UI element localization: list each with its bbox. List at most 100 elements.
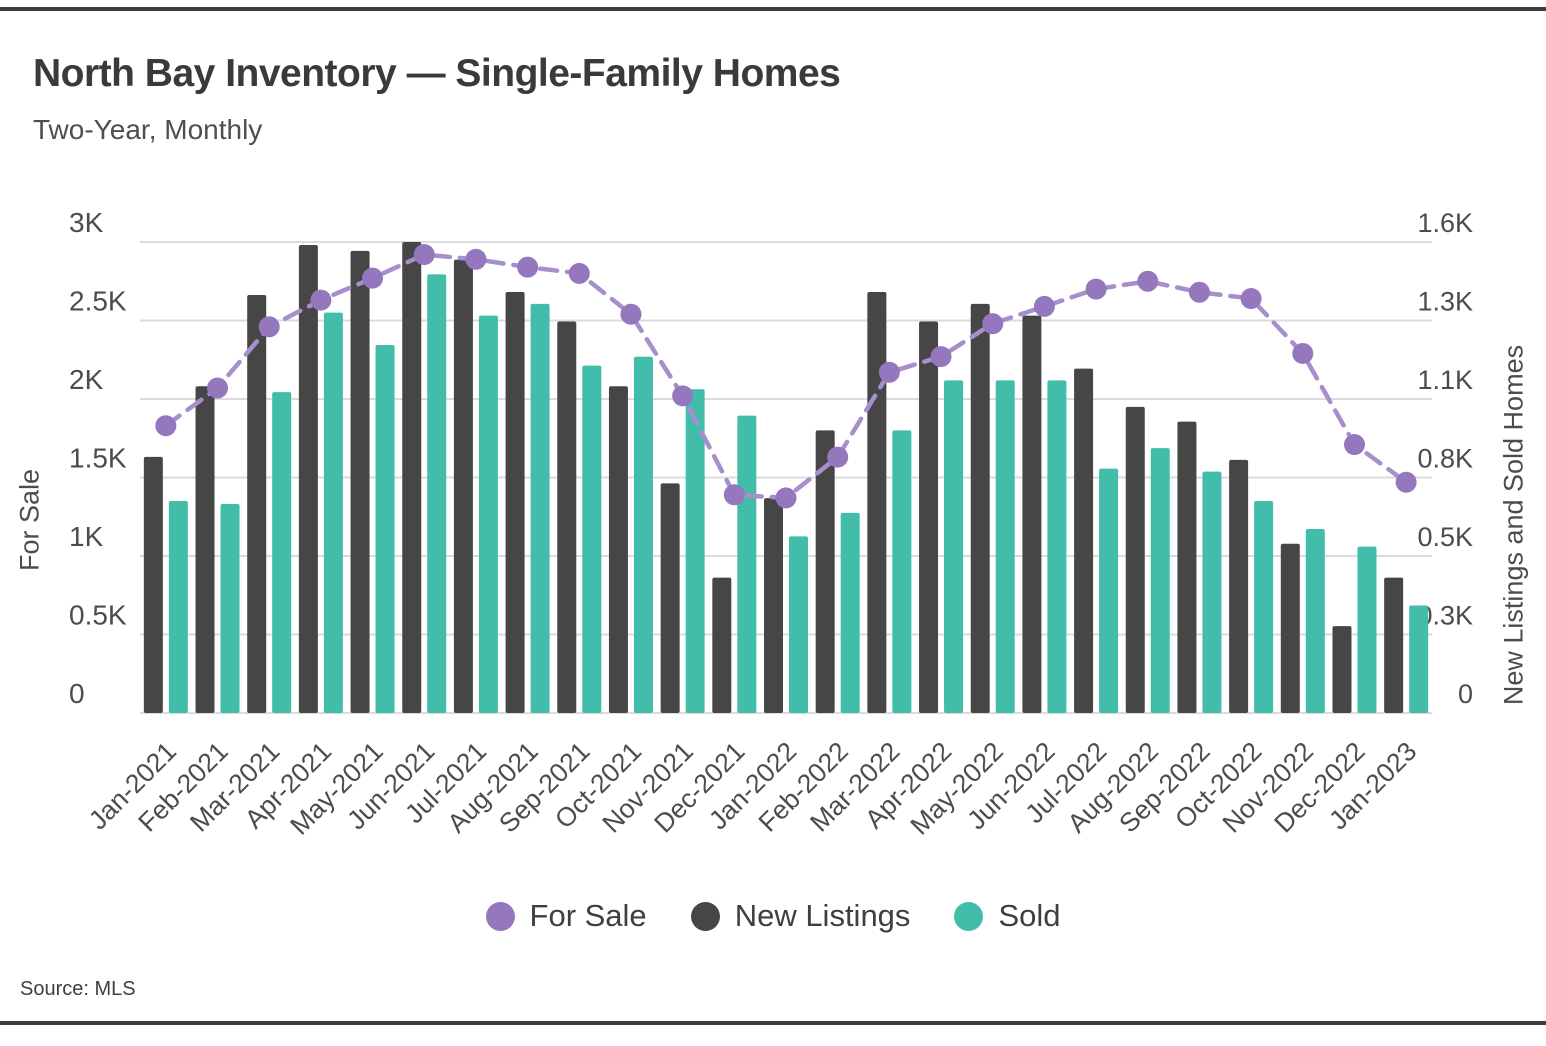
for-sale-point-Apr-2022 [930,346,952,368]
for-sale-point-Dec-2022 [1343,434,1365,456]
bar-sold-Dec-2022 [1357,546,1377,713]
for-sale-point-Jan-2022 [775,487,797,509]
bar-new-listings-Jan-2021 [143,456,163,713]
bar-sold-Oct-2022 [1254,501,1274,713]
for-sale-point-Oct-2022 [1240,288,1262,310]
bar-new-listings-Jun-2022 [1022,315,1042,713]
for-sale-point-Jun-2021 [413,244,435,266]
bar-sold-Jun-2022 [1047,380,1067,713]
for-sale-point-Mar-2021 [258,316,280,338]
y-axis-tick-label-left: 0 [69,678,85,709]
chart-title: North Bay Inventory — Single-Family Home… [33,52,841,95]
bar-new-listings-Feb-2021 [195,386,215,713]
bar-sold-Jan-2023 [1409,605,1429,713]
for-sale-point-Jun-2022 [1033,295,1055,317]
for-sale-legend-dot [485,901,515,931]
bar-sold-Mar-2022 [892,430,912,713]
bar-new-listings-Feb-2022 [815,430,835,713]
bar-sold-Feb-2021 [220,503,240,713]
for-sale-point-Aug-2021 [517,256,539,278]
for-sale-point-Apr-2021 [310,289,332,311]
for-sale-point-Sep-2022 [1188,281,1210,303]
bar-new-listings-Jan-2023 [1384,577,1404,713]
y-axis-tick-label-left: 3K [69,207,104,238]
bar-sold-May-2022 [995,380,1015,713]
legend-label-for-sale: For Sale [529,898,647,933]
legend-item-for-sale: For Sale [485,898,647,934]
legend-item-sold: Sold [954,898,1060,934]
for-sale-point-Oct-2021 [620,303,642,325]
bar-new-listings-Dec-2021 [712,577,732,713]
y-axis-tick-label-left: 0.5K [69,600,127,631]
for-sale-point-Jul-2022 [1085,278,1107,300]
legend: For Sale New Listings Sold [0,898,1546,934]
y-axis-tick-label-left: 2K [69,364,104,395]
y-axis-tick-label-right: 0.8K [1417,444,1473,474]
bar-sold-Apr-2022 [944,380,964,713]
bar-sold-Nov-2022 [1305,529,1325,713]
bar-new-listings-Apr-2022 [919,321,939,713]
bar-sold-Dec-2021 [737,415,757,713]
bar-new-listings-Mar-2021 [247,294,267,713]
bar-sold-Jul-2021 [478,315,498,713]
top-border-line [0,7,1546,11]
y-axis-tick-label-left: 2.5K [69,286,127,317]
for-sale-point-May-2021 [362,267,384,289]
chart-subtitle: Two-Year, Monthly [33,114,263,145]
bar-new-listings-Oct-2022 [1229,459,1249,713]
sold-legend-dot [954,901,984,931]
new-listings-legend-dot [690,901,720,931]
bar-new-listings-Nov-2021 [660,483,680,713]
bar-sold-Nov-2021 [685,389,705,713]
bar-sold-Oct-2021 [633,356,653,713]
for-sale-point-May-2022 [982,313,1004,335]
for-sale-point-Feb-2021 [207,377,229,399]
bar-sold-Feb-2022 [840,512,860,713]
for-sale-point-Nov-2022 [1292,342,1314,364]
for-sale-point-Nov-2021 [672,385,694,407]
bar-sold-Jan-2022 [789,536,808,713]
source-note: Source: MLS [20,978,136,1000]
for-sale-point-Dec-2021 [723,484,745,506]
bar-new-listings-Jun-2021 [402,242,422,713]
bar-sold-Aug-2022 [1150,448,1170,713]
bar-sold-Apr-2021 [323,312,343,713]
bar-new-listings-Dec-2022 [1332,626,1352,713]
bar-sold-Jul-2022 [1099,468,1119,713]
y-axis-tick-label-right: 0 [1458,679,1473,709]
legend-item-new-listings: New Listings [690,898,911,934]
bar-sold-May-2021 [375,345,395,713]
bar-new-listings-Aug-2022 [1125,406,1145,713]
legend-label-sold: Sold [998,898,1061,933]
bar-new-listings-Sep-2022 [1177,421,1197,713]
y-axis-tick-label-right: 0.5K [1417,522,1473,552]
bar-new-listings-Nov-2022 [1280,543,1300,713]
y-axis-tick-label-left: 1K [69,521,104,552]
for-sale-point-Jan-2023 [1395,471,1417,493]
bar-new-listings-Jan-2022 [764,498,783,713]
bar-new-listings-May-2022 [970,303,990,713]
bar-sold-Sep-2022 [1202,471,1222,713]
bar-sold-Jan-2021 [168,501,188,713]
bar-new-listings-Sep-2021 [557,321,577,713]
for-sale-point-Mar-2022 [878,361,900,383]
bar-new-listings-Aug-2021 [505,292,525,713]
bar-new-listings-Apr-2021 [298,244,318,713]
for-sale-point-Jan-2021 [155,415,177,437]
bar-new-listings-Jul-2021 [453,259,473,713]
y-axis-tick-label-left: 1.5K [69,443,127,474]
y-axis-tick-label-right: 1.3K [1417,287,1473,317]
bar-new-listings-May-2021 [350,250,370,714]
bar-sold-Jun-2021 [427,274,447,713]
bar-sold-Aug-2021 [530,303,550,713]
legend-label-new-listings: New Listings [734,898,911,933]
bar-new-listings-Oct-2021 [608,386,628,713]
bar-sold-Mar-2021 [272,392,292,713]
bar-new-listings-Mar-2022 [867,292,887,713]
for-sale-point-Feb-2022 [827,446,849,468]
bottom-border-line [0,1021,1546,1025]
for-sale-point-Sep-2021 [568,262,590,284]
bar-new-listings-Jul-2022 [1074,368,1094,713]
